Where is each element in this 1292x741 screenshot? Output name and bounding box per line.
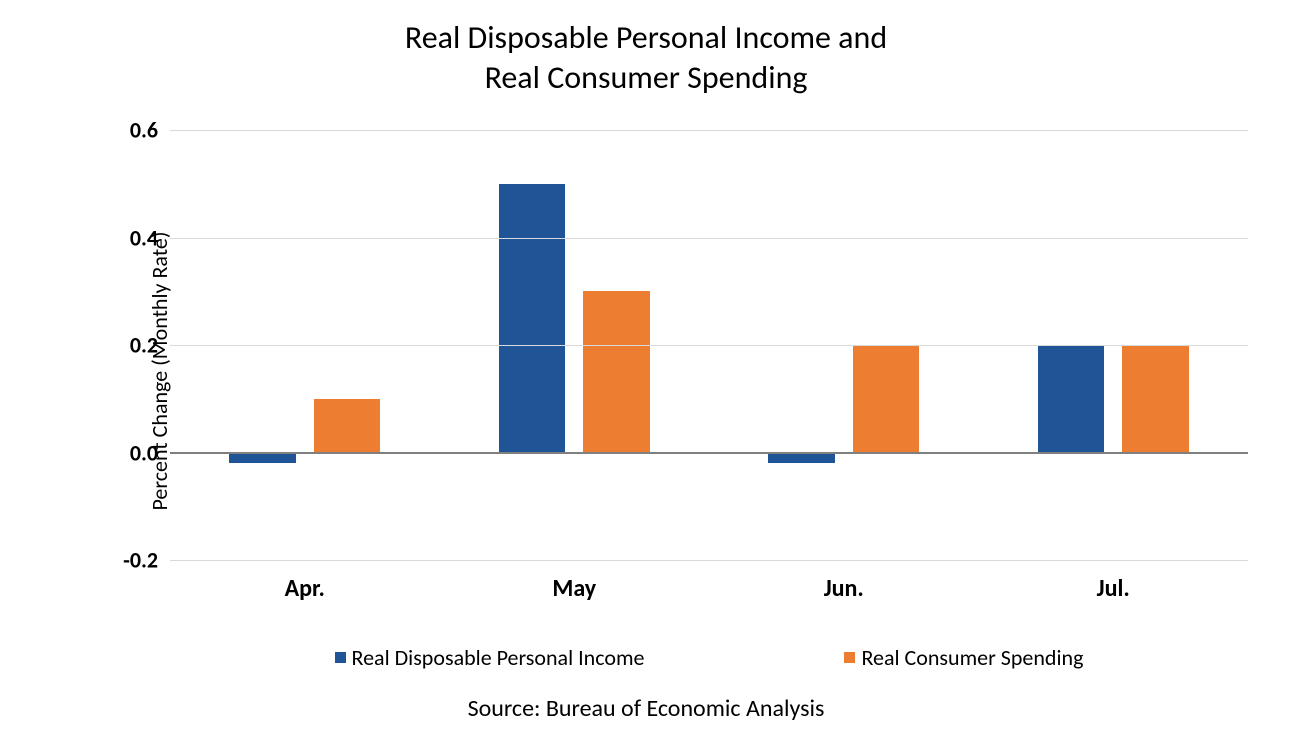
gridline bbox=[170, 238, 1248, 239]
bar bbox=[1038, 345, 1104, 453]
bar bbox=[1122, 345, 1188, 453]
gridline bbox=[170, 345, 1248, 346]
y-axis-label: Percent Change (Monthly Rate) bbox=[146, 231, 173, 510]
gridline bbox=[170, 130, 1248, 131]
ytick-label: 0.4 bbox=[130, 224, 158, 251]
xtick-label: Jun. bbox=[824, 574, 864, 603]
ytick-label: 0.2 bbox=[130, 332, 158, 359]
bar bbox=[314, 399, 380, 453]
ytick-label: 0.6 bbox=[130, 117, 158, 144]
plot-area bbox=[170, 130, 1248, 560]
bar bbox=[768, 453, 834, 464]
legend-label-spending: Real Consumer Spending bbox=[861, 644, 1083, 671]
bar bbox=[853, 345, 919, 453]
xtick-label: Apr. bbox=[285, 574, 325, 603]
legend-swatch-income bbox=[335, 652, 346, 663]
xtick-label: Jul. bbox=[1097, 574, 1130, 603]
title-line-1: Real Disposable Personal Income and bbox=[405, 18, 887, 57]
gridline bbox=[170, 560, 1248, 561]
chart-container: Real Disposable Personal Income and Real… bbox=[0, 0, 1292, 741]
bar bbox=[583, 291, 649, 452]
legend-item-income: Real Disposable Personal Income bbox=[335, 644, 645, 671]
ytick-label: -0.2 bbox=[123, 547, 158, 574]
ytick-label: 0.0 bbox=[130, 439, 158, 466]
bar bbox=[229, 453, 295, 464]
legend-label-income: Real Disposable Personal Income bbox=[352, 644, 645, 671]
source-text: Source: Bureau of Economic Analysis bbox=[0, 694, 1292, 723]
chart-title: Real Disposable Personal Income and Real… bbox=[0, 0, 1292, 98]
bar bbox=[499, 184, 565, 453]
legend: Real Disposable Personal Income Real Con… bbox=[170, 644, 1248, 671]
legend-item-spending: Real Consumer Spending bbox=[844, 644, 1083, 671]
xtick-label: May bbox=[552, 574, 596, 603]
zero-line bbox=[170, 452, 1248, 454]
legend-swatch-spending bbox=[844, 652, 855, 663]
title-line-2: Real Consumer Spending bbox=[485, 58, 808, 97]
